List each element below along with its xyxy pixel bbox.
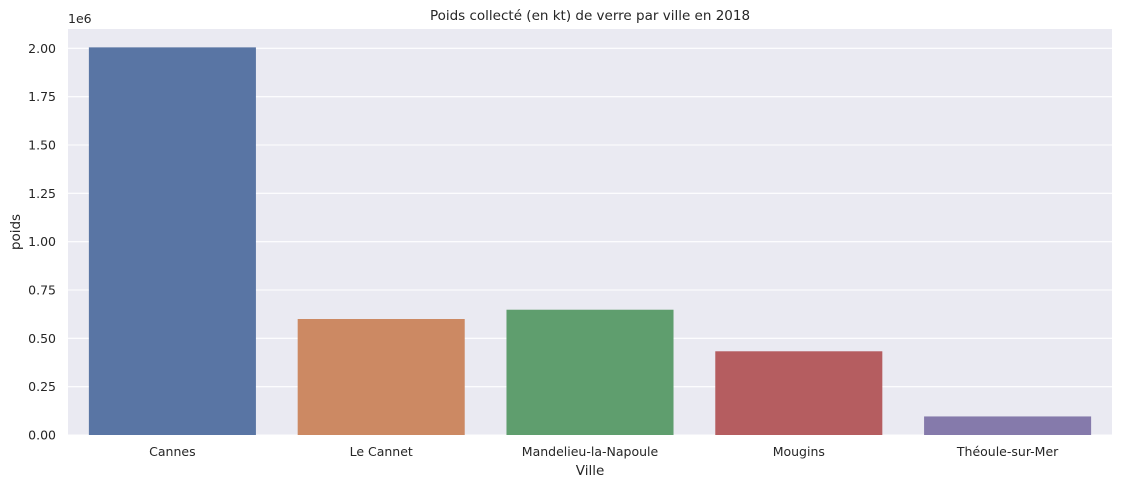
x-tick-label: Théoule-sur-Mer xyxy=(956,444,1059,459)
y-axis-label: poids xyxy=(8,214,24,250)
bars xyxy=(88,47,1092,435)
bar xyxy=(924,416,1092,435)
y-tick-label: 1.75 xyxy=(28,89,56,104)
x-tick-label: Cannes xyxy=(149,444,195,459)
y-tick-label: 0.25 xyxy=(28,379,56,394)
x-tick-labels: Cannes Le Cannet Mandelieu-la-Napoule Mougi… xyxy=(149,444,1059,459)
bar xyxy=(88,47,256,435)
x-tick-label: Le Cannet xyxy=(350,444,413,459)
y-tick-label: 2.00 xyxy=(28,41,56,56)
y-tick-label: 0.75 xyxy=(28,283,56,298)
y-axis-offset-label: 1e6 xyxy=(68,11,92,26)
chart-title: Poids collecté (en kt) de verre par vill… xyxy=(430,8,750,24)
x-axis-label: Ville xyxy=(576,463,605,479)
x-tick-label: Mougins xyxy=(773,444,825,459)
bar xyxy=(506,309,674,435)
bar xyxy=(715,351,883,435)
y-tick-label: 1.00 xyxy=(28,234,56,249)
x-tick-label: Mandelieu-la-Napoule xyxy=(522,444,659,459)
bar xyxy=(297,319,465,435)
y-tick-label: 1.50 xyxy=(28,138,56,153)
y-tick-label: 0.00 xyxy=(28,428,56,443)
y-tick-label: 0.50 xyxy=(28,331,56,346)
y-tick-labels: 0.00 0.25 0.50 0.75 1.00 1.25 1.50 1.75 2.00 xyxy=(28,41,56,443)
y-tick-label: 1.25 xyxy=(28,186,56,201)
